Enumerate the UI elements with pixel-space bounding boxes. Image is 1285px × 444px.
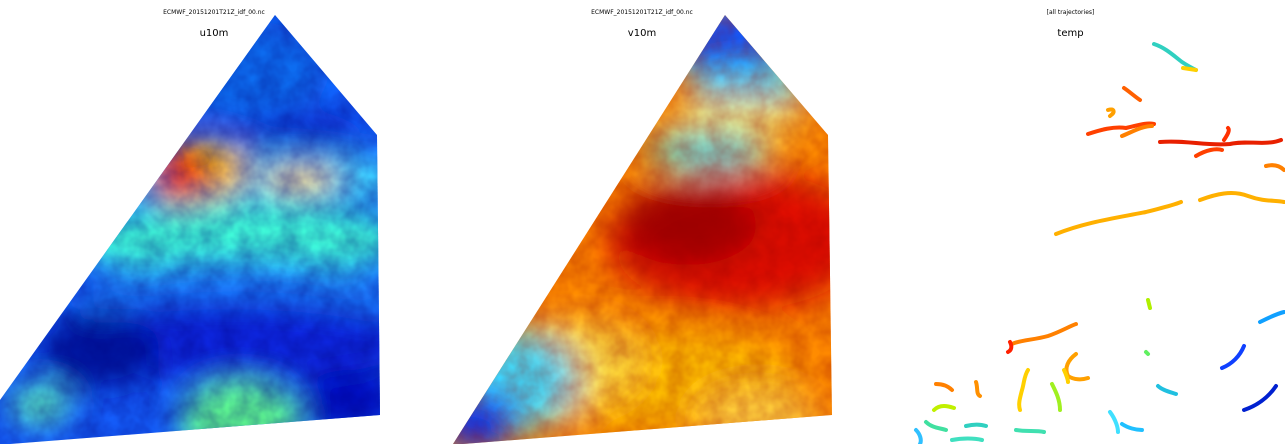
temp-trajectory-map: [914, 42, 1285, 444]
u10m-field-map: [0, 15, 380, 444]
trajectory: [1146, 298, 1152, 310]
trajectory: [1054, 200, 1183, 236]
trajectory: [1122, 86, 1142, 102]
trajectory: [1014, 428, 1046, 434]
temp-panel: [all trajectories] temp: [856, 0, 1285, 444]
trajectory: [1064, 352, 1090, 382]
file-label: [all trajectories]: [1046, 9, 1095, 16]
trajectory: [1120, 124, 1154, 138]
file-label: ECMWF_20151201T21Z_idf_00.nc: [163, 9, 265, 16]
v10m-field: [453, 15, 832, 444]
u10m-field: [0, 15, 380, 444]
trajectory: [1220, 344, 1246, 370]
trajectory: [934, 382, 954, 392]
trajectory: [1158, 138, 1283, 147]
trajectory: [1258, 310, 1285, 324]
file-label: ECMWF_20151201T21Z_idf_00.nc: [591, 9, 693, 16]
trajectory: [1050, 382, 1062, 412]
trajectory: [1120, 422, 1144, 432]
trajectory: [1242, 384, 1278, 412]
variable-label: u10m: [199, 28, 229, 39]
trajectory: [924, 420, 948, 432]
trajectory: [1198, 191, 1285, 204]
trajectory: [1086, 121, 1156, 136]
trajectory: [1062, 368, 1070, 384]
trajectory: [1108, 410, 1120, 434]
u10m-panel: ECMWF_20151201T21Z_idf_00.nc u10m: [0, 0, 428, 444]
trajectory: [1222, 126, 1231, 142]
trajectory: [1006, 340, 1014, 354]
trajectory: [1152, 42, 1198, 72]
trajectory: [1194, 147, 1224, 158]
trajectory: [932, 404, 956, 412]
trajectory: [1144, 350, 1150, 356]
v10m-field-map: [453, 15, 832, 444]
trajectory: [1181, 66, 1198, 72]
trajectory: [974, 380, 982, 398]
variable-label: temp: [1057, 28, 1084, 39]
trajectory: [914, 428, 923, 444]
trajectory: [1264, 163, 1285, 172]
trajectory: [1106, 107, 1116, 118]
trajectory: [1010, 322, 1078, 346]
variable-label: v10m: [627, 28, 657, 39]
trajectory: [1017, 368, 1030, 412]
trajectory: [1156, 384, 1178, 396]
trajectories: [914, 42, 1285, 444]
trajectory: [964, 422, 988, 428]
v10m-panel: ECMWF_20151201T21Z_idf_00.nc v10m: [428, 0, 856, 444]
trajectory: [950, 436, 984, 442]
